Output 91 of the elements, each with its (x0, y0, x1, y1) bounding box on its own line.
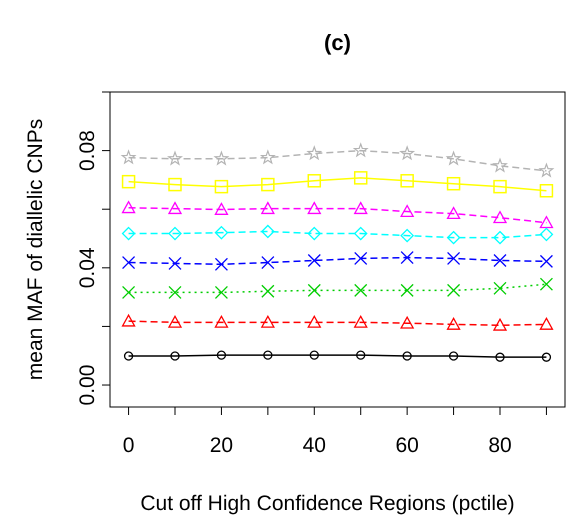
point (542, 352, 552, 362)
point (168, 152, 182, 165)
point (124, 351, 134, 361)
x-tick-label: 0 (122, 434, 134, 457)
point (356, 350, 366, 360)
point (540, 216, 554, 228)
point (446, 176, 460, 190)
point (493, 254, 507, 268)
point (261, 316, 275, 328)
point (446, 252, 460, 266)
x-axis-title: Cut off High Confidence Regions (pctile) (140, 492, 515, 515)
point (402, 351, 412, 361)
point (170, 351, 180, 361)
point (446, 284, 460, 298)
point (308, 254, 321, 268)
point (446, 318, 460, 330)
point (493, 180, 507, 194)
point (308, 316, 321, 328)
point (354, 316, 368, 328)
point (168, 256, 182, 270)
point (540, 318, 554, 330)
point (122, 174, 136, 188)
point (308, 202, 321, 214)
y-tick-label: 0.04 (76, 247, 99, 288)
point (216, 350, 226, 360)
point (540, 228, 554, 242)
point (493, 318, 507, 331)
point (168, 202, 182, 214)
point (308, 226, 321, 240)
point (540, 184, 554, 198)
point (168, 316, 182, 328)
point (261, 224, 275, 238)
x-tick-label: 80 (488, 434, 512, 457)
point (493, 230, 507, 244)
point (400, 250, 414, 264)
y-tick-label: 0.00 (76, 364, 99, 406)
point (448, 351, 458, 361)
point (214, 180, 228, 194)
point (214, 286, 228, 300)
point (540, 278, 554, 291)
point (493, 158, 507, 172)
point (400, 316, 414, 329)
point (446, 230, 460, 244)
point (540, 254, 554, 268)
point (400, 284, 414, 298)
point (122, 256, 136, 270)
point (214, 226, 228, 240)
point (354, 143, 368, 157)
point (307, 146, 322, 160)
point (308, 284, 321, 298)
point (354, 284, 368, 298)
x-tick-label: 20 (210, 434, 234, 457)
point (261, 202, 275, 214)
point (308, 174, 322, 188)
point (354, 202, 368, 214)
point (310, 350, 319, 360)
x-tick-label: 60 (395, 434, 419, 457)
point (400, 228, 414, 242)
y-axis-title: mean MAF of diallelic CNPs (24, 118, 47, 380)
point (122, 286, 136, 300)
point (168, 226, 182, 240)
point (540, 164, 554, 177)
point (122, 150, 136, 164)
point (214, 202, 228, 215)
point (493, 211, 507, 224)
point (260, 150, 275, 164)
point (493, 282, 507, 295)
point (261, 284, 275, 298)
point (400, 204, 414, 218)
y-tick-label: 0.08 (76, 130, 99, 172)
point (168, 178, 182, 192)
point (122, 201, 136, 214)
point (261, 178, 275, 192)
point (446, 206, 460, 220)
point (446, 152, 460, 165)
x-tick-label: 40 (302, 434, 326, 457)
point (214, 152, 228, 165)
point (263, 350, 273, 360)
point (354, 252, 368, 266)
point (495, 352, 505, 362)
point (214, 316, 228, 328)
point (168, 286, 182, 300)
chart-title: (c) (324, 30, 351, 55)
point (354, 171, 368, 185)
point (122, 226, 136, 240)
point (400, 174, 414, 188)
point (261, 256, 275, 270)
point (122, 314, 136, 327)
point (400, 146, 414, 160)
point (354, 226, 368, 240)
point (214, 258, 228, 271)
